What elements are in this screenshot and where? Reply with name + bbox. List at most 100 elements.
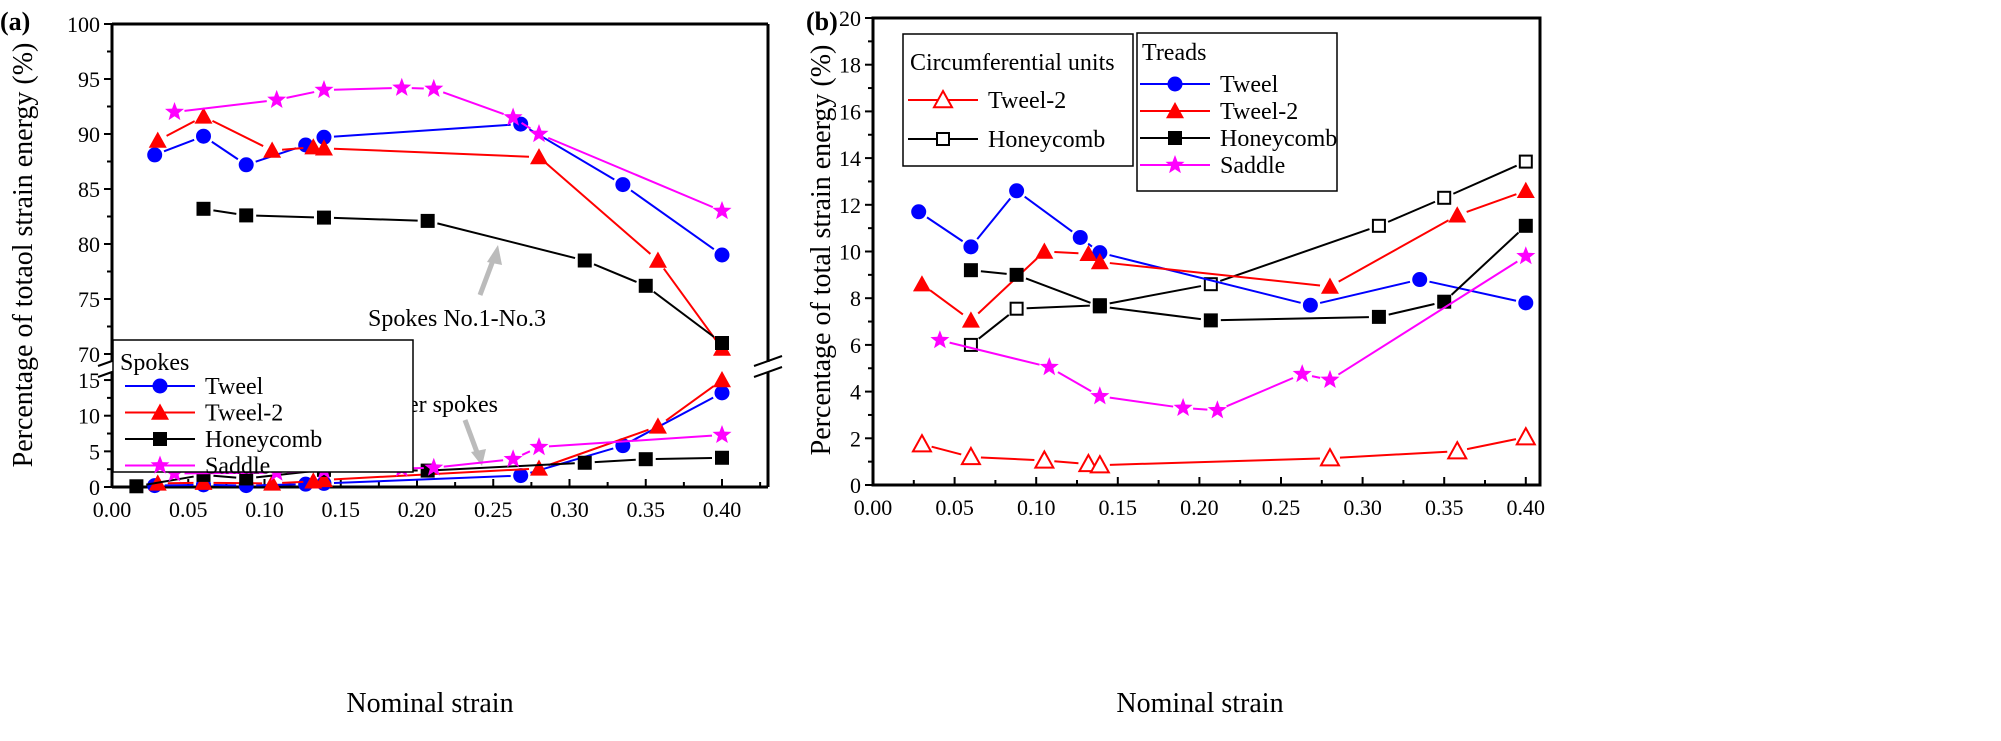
marker-star <box>424 457 444 476</box>
series-line-segment <box>980 456 1035 462</box>
series-line-segment <box>665 385 715 422</box>
marker-square <box>715 336 729 350</box>
marker-triangle <box>1319 447 1341 467</box>
marker-circle <box>1412 272 1428 288</box>
marker-triangle <box>1320 277 1339 294</box>
marker-star <box>150 455 170 474</box>
marker-circle <box>316 129 332 145</box>
marker-triangle <box>1515 426 1537 446</box>
x-tick-label: 0.10 <box>245 497 284 522</box>
x-tick-label: 0.15 <box>1099 495 1138 520</box>
series-honeycomb <box>129 450 729 494</box>
series-tweel-2 <box>148 107 731 356</box>
marker-star <box>529 124 549 143</box>
series-line-segment <box>256 214 315 219</box>
marker-triangle <box>304 138 323 155</box>
marker-star <box>314 80 334 99</box>
marker-star <box>1292 364 1312 383</box>
marker-circle <box>1302 297 1318 313</box>
marker-star <box>1207 400 1227 419</box>
x-tick-label: 0.25 <box>474 497 513 522</box>
series-line-segment <box>655 456 713 461</box>
marker-triangle <box>1035 242 1054 259</box>
y-tick-label: 5 <box>89 439 100 464</box>
y-tick-label: 85 <box>78 177 100 202</box>
series-line-segment <box>286 91 315 99</box>
marker-star <box>503 449 523 468</box>
marker-triangle <box>263 141 282 158</box>
y-tick-label: 100 <box>67 12 100 37</box>
marker-square <box>1009 267 1024 282</box>
marker-triangle <box>961 311 980 328</box>
series-line-segment <box>437 462 575 472</box>
legend-label: Tweel-2 <box>988 88 1066 114</box>
series-line-segment <box>630 189 715 251</box>
panel-b-label: (b) <box>806 7 838 36</box>
marker-star <box>529 437 549 456</box>
series-line-segment <box>548 428 649 467</box>
series-line-segment <box>213 209 237 215</box>
series-line-segment <box>1054 460 1079 465</box>
marker-square <box>963 263 978 278</box>
marker-circle <box>513 468 529 484</box>
series-line-segment <box>949 341 1040 366</box>
series-line-segment <box>184 100 267 112</box>
y-tick-label: 10 <box>839 240 861 265</box>
x-tick-label: 0.10 <box>1017 495 1056 520</box>
marker-triangle <box>1166 102 1184 119</box>
marker-circle <box>147 147 163 163</box>
series-line-segment <box>929 289 964 316</box>
marker-triangle <box>194 107 213 124</box>
series-line-segment <box>1226 377 1294 408</box>
marker-star <box>424 78 444 97</box>
series-line-segment <box>1429 280 1517 302</box>
series-line-segment <box>1466 438 1517 451</box>
series-line-segment <box>520 122 532 130</box>
legend-label: Honeycomb <box>988 127 1105 153</box>
marker-triangle <box>1448 206 1467 223</box>
panel-b-ylabel: Percentage of total strain energy (%) <box>806 45 837 456</box>
series-line-segment <box>282 480 304 484</box>
series-line-segment <box>926 216 964 243</box>
series-line-segment <box>1109 306 1202 321</box>
marker-square <box>715 450 729 465</box>
legend-circumferential-units: Circumferential units Tweel-2 Honeycomb <box>902 33 1134 167</box>
series-line-segment <box>1311 375 1321 379</box>
series-line-segment <box>213 481 263 485</box>
marker-triangle <box>314 470 333 488</box>
x-tick-label: 0.35 <box>1425 495 1464 520</box>
y-tick-label: 80 <box>78 232 100 257</box>
series-line-segment <box>547 136 714 209</box>
marker-square <box>1437 190 1452 205</box>
series-line-segment <box>1025 277 1091 304</box>
legend-title: Circumferential units <box>910 50 1115 76</box>
series-line-segment <box>1087 242 1093 248</box>
marker-circle <box>1167 76 1183 92</box>
marker-circle <box>615 177 631 193</box>
annotation-arrow <box>462 419 481 456</box>
axis-break-mark <box>753 355 783 367</box>
series-line-segment <box>282 147 304 151</box>
series-line-segment <box>1339 450 1448 459</box>
marker-square <box>239 471 254 486</box>
series-line-segment <box>980 270 1007 275</box>
marker-triangle <box>1089 454 1111 474</box>
marker-triangle <box>1033 449 1056 469</box>
series-line-segment <box>548 434 713 448</box>
annotation-arrowhead <box>487 245 502 265</box>
series-line-segment <box>333 474 511 485</box>
marker-star <box>1039 357 1059 376</box>
marker-square <box>1203 313 1218 328</box>
series-line-segment <box>1054 251 1079 255</box>
series-line-segment <box>521 450 531 456</box>
marker-star <box>503 107 523 126</box>
series-line-segment <box>1450 231 1520 296</box>
marker-square <box>1371 309 1386 324</box>
series-line-segment <box>976 197 1012 240</box>
series-saddle <box>930 246 1536 419</box>
marker-square <box>1009 301 1024 316</box>
x-tick-label: 0.30 <box>1343 495 1382 520</box>
